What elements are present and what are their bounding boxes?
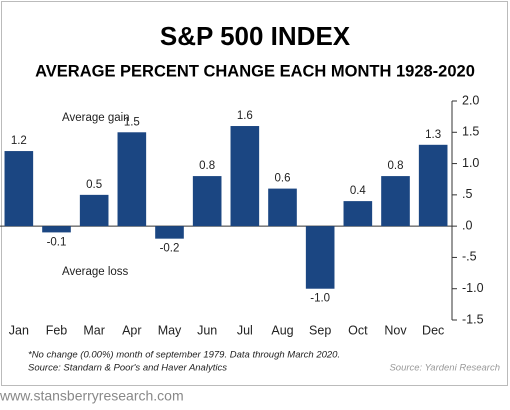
- bar: [305, 226, 335, 289]
- y-tick-label: -1.0: [462, 281, 484, 295]
- bar: [42, 226, 71, 233]
- x-tick-label: Feb: [46, 323, 68, 337]
- annotation: Average gain: [62, 112, 130, 124]
- value-label: -0.1: [47, 236, 67, 248]
- bar: [418, 144, 448, 227]
- x-tick-label: Jun: [197, 323, 217, 337]
- x-tick-label: May: [158, 323, 182, 337]
- value-label: 1.3: [425, 129, 441, 141]
- x-tick-label: Aug: [271, 323, 293, 337]
- x-tick-label: Mar: [83, 323, 105, 337]
- value-label: 0.8: [388, 160, 404, 172]
- source: Source: Yardeni Research: [389, 363, 500, 374]
- value-label: 0.8: [199, 160, 215, 172]
- value-label: 1.2: [11, 135, 27, 147]
- value-label: -1.0: [310, 293, 330, 305]
- value-label: 1.6: [237, 110, 253, 122]
- y-tick-label: 2.0: [462, 93, 479, 107]
- x-tick-label: Dec: [422, 323, 444, 337]
- footnote: *No change (0.00%) month of september 19…: [28, 350, 340, 361]
- y-tick-label: 1.0: [462, 156, 479, 170]
- bar: [268, 188, 297, 227]
- bar: [4, 151, 34, 227]
- bar: [79, 194, 109, 227]
- chart-title: S&P 500 INDEX: [160, 21, 351, 51]
- frame: [1, 1, 508, 386]
- chart-subtitle: AVERAGE PERCENT CHANGE EACH MONTH 1928-2…: [35, 62, 475, 80]
- bar: [381, 176, 410, 227]
- bar: [192, 176, 222, 227]
- y-tick-label: .0: [462, 218, 472, 232]
- bar: [155, 226, 184, 239]
- value-label: 0.5: [86, 179, 102, 191]
- annotation: Average loss: [62, 266, 129, 278]
- y-tick-label: -1.5: [462, 312, 484, 326]
- x-tick-label: Jul: [237, 323, 253, 337]
- y-tick-label: .5: [462, 187, 472, 201]
- bar: [117, 132, 147, 227]
- bar: [230, 126, 260, 227]
- website: www.stansberryresearch.com: [0, 388, 184, 404]
- x-tick-label: Jan: [9, 323, 29, 337]
- y-tick-label: -.5: [462, 250, 477, 264]
- x-tick-label: Sep: [309, 323, 331, 337]
- x-tick-label: Nov: [384, 323, 407, 337]
- value-label: 1.5: [124, 116, 140, 128]
- footnote: Source: Standarn & Poor's and Haver Anal…: [28, 363, 227, 374]
- value-label: -0.2: [160, 243, 180, 255]
- bar: [343, 201, 373, 227]
- y-tick-label: 1.5: [462, 125, 479, 139]
- x-tick-label: Apr: [122, 323, 141, 337]
- value-label: 0.6: [275, 173, 291, 185]
- x-tick-label: Oct: [348, 323, 368, 337]
- value-label: 0.4: [350, 185, 367, 197]
